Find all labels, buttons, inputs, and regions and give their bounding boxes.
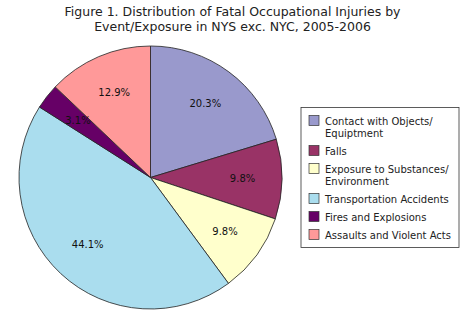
- title-line: Figure 1. Distribution of Fatal Occupati…: [65, 4, 402, 19]
- legend-item: Exposure to Substances/Environment: [309, 164, 449, 187]
- legend-label: Contact with Objects/Equiptment: [325, 116, 433, 139]
- legend: Contact with Objects/Equiptment Falls Expo…: [301, 108, 459, 248]
- legend-swatch: [309, 164, 319, 174]
- legend-swatch: [309, 194, 319, 204]
- data-label: 9.8%: [230, 173, 255, 184]
- data-label: 9.8%: [212, 226, 237, 237]
- legend-label: Fires and Explosions: [325, 212, 426, 223]
- title-line: Event/Exposure in NYS exc. NYC, 2005-200…: [94, 19, 371, 34]
- legend-label-line: Fires and Explosions: [325, 212, 426, 223]
- legend-label-line: Transportation Accidents: [324, 194, 449, 205]
- legend-label: Assaults and Violent Acts: [325, 230, 451, 241]
- legend-swatch: [309, 212, 319, 222]
- data-label: 12.9%: [98, 87, 130, 98]
- legend-label-line: Assaults and Violent Acts: [325, 230, 451, 241]
- data-labels: 20.3% 9.8% 9.8% 44.1% 3.1% 12.9%: [65, 87, 255, 250]
- title: Figure 1. Distribution of Fatal Occupati…: [65, 4, 402, 34]
- legend-label-line: Equiptment: [325, 128, 383, 139]
- chart: Figure 1. Distribution of Fatal Occupati…: [0, 0, 465, 312]
- legend-label: Transportation Accidents: [324, 194, 449, 205]
- legend-label-line: Exposure to Substances/: [325, 164, 449, 175]
- legend-swatch: [309, 116, 319, 126]
- legend-label: Exposure to Substances/Environment: [325, 164, 449, 187]
- pie-slice: [55, 46, 150, 178]
- legend-item: Fires and Explosions: [309, 212, 426, 223]
- legend-label-line: Environment: [325, 176, 389, 187]
- legend-swatch: [309, 230, 319, 240]
- legend-item: Contact with Objects/Equiptment: [309, 116, 433, 139]
- legend-label: Falls: [325, 146, 347, 157]
- legend-item: Assaults and Violent Acts: [309, 230, 451, 241]
- data-label: 44.1%: [72, 239, 104, 250]
- data-label: 20.3%: [189, 98, 221, 109]
- legend-label-line: Contact with Objects/: [325, 116, 433, 127]
- legend-item: Transportation Accidents: [309, 194, 449, 205]
- legend-label-line: Falls: [325, 146, 347, 157]
- pie: [19, 46, 282, 309]
- data-label: 3.1%: [65, 115, 90, 126]
- legend-swatch: [309, 146, 319, 156]
- legend-frame: [301, 108, 459, 248]
- legend-item: Falls: [309, 146, 347, 157]
